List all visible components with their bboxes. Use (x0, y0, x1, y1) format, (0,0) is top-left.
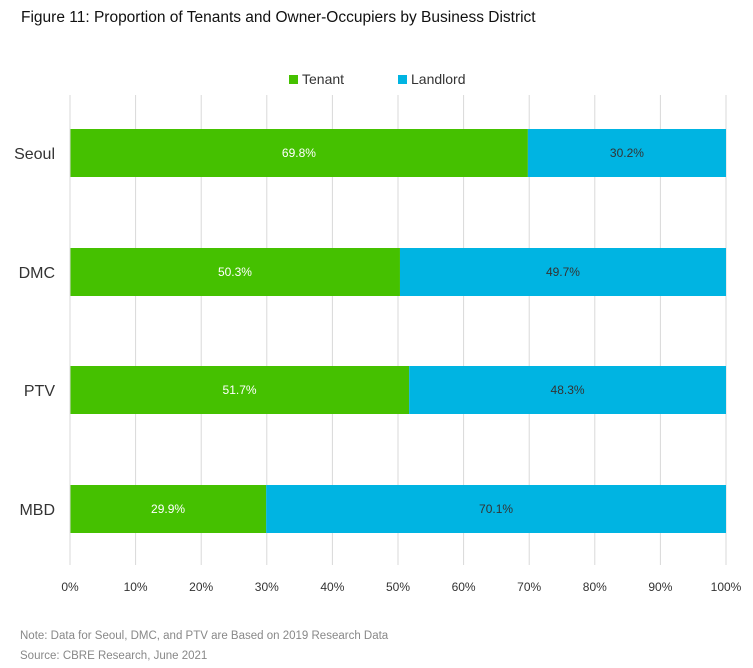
bar-data-label: 48.3% (551, 383, 585, 397)
bar-tenant-ptv (70, 366, 410, 414)
bar-landlord-dmc (399, 248, 726, 296)
category-label: DMC (19, 265, 55, 282)
bar-data-label: 30.2% (610, 146, 644, 160)
x-tick-label: 40% (320, 580, 344, 594)
chart-source: Source: CBRE Research, June 2021 (20, 650, 208, 662)
bar-data-label: 69.8% (282, 146, 316, 160)
legend-label-tenant: Tenant (302, 71, 345, 87)
x-tick-label: 90% (648, 580, 672, 594)
x-tick-label: 0% (61, 580, 79, 594)
legend-swatch-landlord (398, 74, 407, 84)
x-tick-label: 30% (255, 580, 279, 594)
bar-landlord-ptv (409, 366, 726, 414)
x-tick-label: 100% (711, 580, 742, 594)
category-label: Seoul (14, 146, 55, 163)
chart-title: Figure 11: Proportion of Tenants and Own… (21, 9, 536, 26)
bar-data-label: 49.7% (546, 265, 580, 279)
bar-tenant-seoul (70, 129, 528, 177)
legend-swatch-tenant (289, 74, 298, 84)
x-tick-label: 80% (583, 580, 607, 594)
bar-tenant-mbd (70, 485, 267, 533)
legend-item-landlord: Landlord (398, 71, 466, 87)
category-label: PTV (24, 383, 55, 400)
bar-data-label: 50.3% (218, 265, 252, 279)
legend-item-tenant: Tenant (289, 71, 344, 87)
bar-data-label: 51.7% (223, 383, 257, 397)
bar-landlord-mbd (266, 485, 726, 533)
category-label: MBD (19, 502, 55, 519)
chart-note: Note: Data for Seoul, DMC, and PTV are B… (20, 630, 389, 642)
bar-data-label: 70.1% (479, 502, 513, 516)
x-tick-label: 70% (517, 580, 541, 594)
x-tick-label: 20% (189, 580, 213, 594)
bar-landlord-seoul (527, 129, 726, 177)
legend-label-landlord: Landlord (411, 71, 466, 87)
x-tick-label: 50% (386, 580, 410, 594)
x-tick-label: 60% (452, 580, 476, 594)
bar-tenant-dmc (70, 248, 400, 296)
chart-legend: Tenant Landlord (0, 71, 753, 89)
x-tick-label: 10% (124, 580, 148, 594)
bar-data-label: 29.9% (151, 502, 185, 516)
